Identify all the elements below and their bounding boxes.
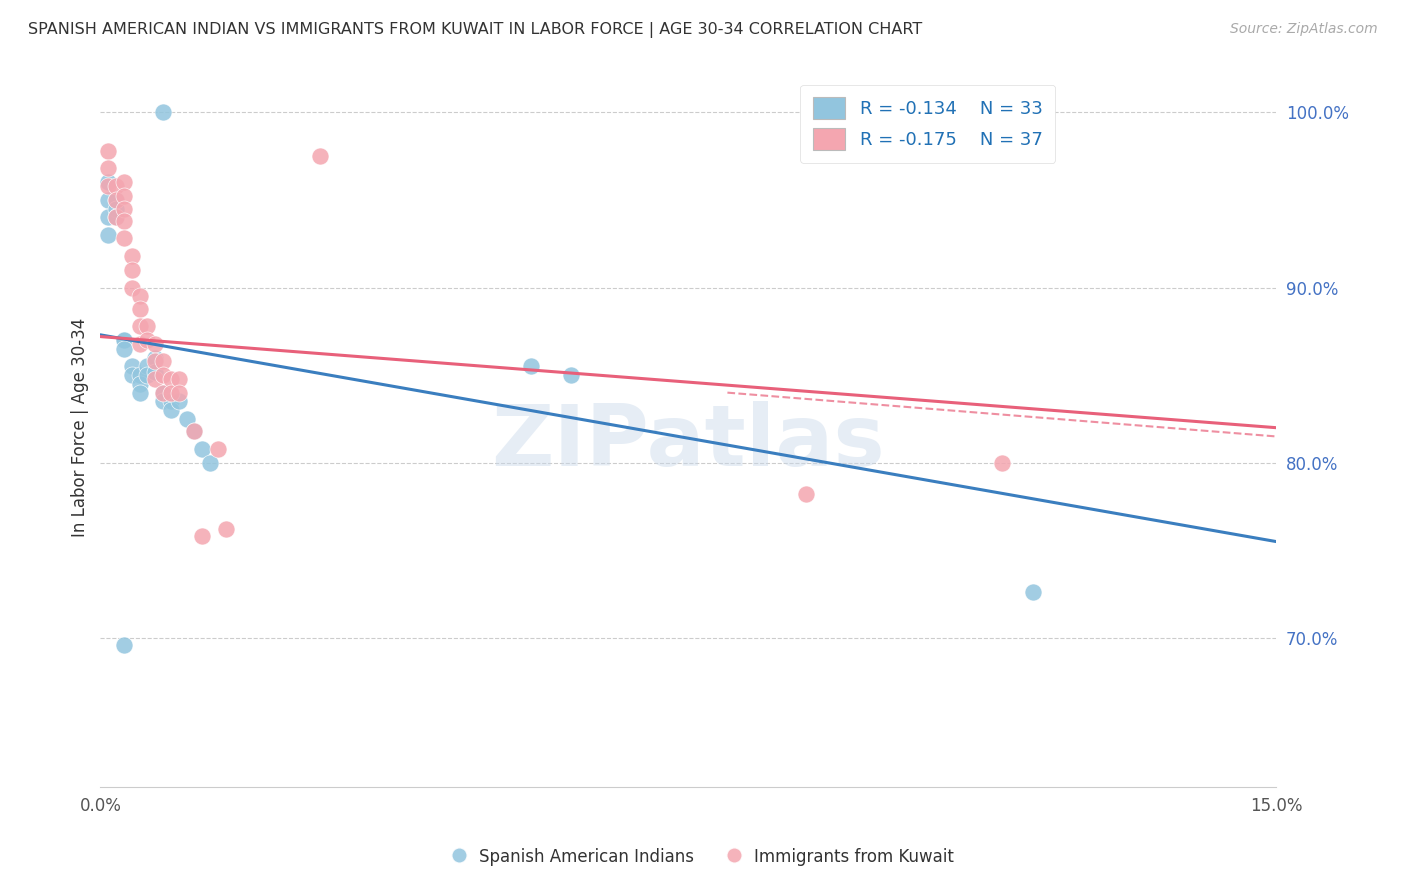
Legend: R = -0.134    N = 33, R = -0.175    N = 37: R = -0.134 N = 33, R = -0.175 N = 37 bbox=[800, 85, 1056, 163]
Point bbox=[105, 193, 128, 207]
Point bbox=[143, 354, 166, 368]
Point bbox=[152, 354, 174, 368]
Point bbox=[112, 342, 135, 356]
Point bbox=[1022, 585, 1045, 599]
Point bbox=[207, 442, 229, 456]
Point bbox=[97, 227, 120, 242]
Point bbox=[520, 359, 543, 374]
Point bbox=[167, 394, 190, 409]
Point bbox=[128, 319, 150, 334]
Point bbox=[128, 368, 150, 383]
Point bbox=[112, 638, 135, 652]
Point bbox=[143, 336, 166, 351]
Point bbox=[121, 359, 143, 374]
Point bbox=[183, 424, 205, 438]
Point bbox=[136, 368, 159, 383]
Point bbox=[152, 385, 174, 400]
Point bbox=[97, 175, 120, 189]
Point bbox=[105, 202, 128, 216]
Point bbox=[112, 202, 135, 216]
Point bbox=[183, 424, 205, 438]
Point bbox=[105, 211, 128, 225]
Point bbox=[143, 365, 166, 379]
Point bbox=[112, 189, 135, 203]
Point bbox=[97, 211, 120, 225]
Point bbox=[112, 231, 135, 245]
Point bbox=[308, 149, 330, 163]
Point bbox=[191, 529, 214, 543]
Text: ZIPatlas: ZIPatlas bbox=[491, 401, 886, 483]
Point bbox=[167, 371, 190, 385]
Text: Source: ZipAtlas.com: Source: ZipAtlas.com bbox=[1230, 22, 1378, 37]
Point bbox=[97, 178, 120, 193]
Point bbox=[160, 385, 183, 400]
Point bbox=[97, 193, 120, 207]
Point bbox=[990, 456, 1012, 470]
Point bbox=[128, 301, 150, 316]
Point bbox=[112, 214, 135, 228]
Point bbox=[136, 319, 159, 334]
Point bbox=[121, 280, 143, 294]
Point bbox=[97, 161, 120, 176]
Point bbox=[794, 487, 817, 501]
Point bbox=[112, 333, 135, 347]
Point bbox=[97, 144, 120, 158]
Point bbox=[105, 178, 128, 193]
Point bbox=[167, 385, 190, 400]
Point bbox=[176, 412, 198, 426]
Point bbox=[560, 368, 582, 383]
Point bbox=[143, 351, 166, 365]
Point bbox=[121, 249, 143, 263]
Point bbox=[160, 371, 183, 385]
Point bbox=[128, 376, 150, 391]
Point bbox=[112, 175, 135, 189]
Point bbox=[136, 359, 159, 374]
Point bbox=[112, 333, 135, 347]
Point bbox=[136, 333, 159, 347]
Point bbox=[191, 442, 214, 456]
Point bbox=[160, 403, 183, 417]
Point bbox=[121, 263, 143, 277]
Point bbox=[152, 394, 174, 409]
Y-axis label: In Labor Force | Age 30-34: In Labor Force | Age 30-34 bbox=[72, 318, 89, 537]
Point bbox=[215, 522, 238, 536]
Point bbox=[152, 385, 174, 400]
Point bbox=[152, 105, 174, 120]
Point bbox=[143, 371, 166, 385]
Point bbox=[152, 368, 174, 383]
Point bbox=[128, 336, 150, 351]
Point bbox=[105, 193, 128, 207]
Text: SPANISH AMERICAN INDIAN VS IMMIGRANTS FROM KUWAIT IN LABOR FORCE | AGE 30-34 COR: SPANISH AMERICAN INDIAN VS IMMIGRANTS FR… bbox=[28, 22, 922, 38]
Point bbox=[198, 456, 221, 470]
Point bbox=[128, 385, 150, 400]
Legend: Spanish American Indians, Immigrants from Kuwait: Spanish American Indians, Immigrants fro… bbox=[444, 840, 962, 875]
Point bbox=[160, 394, 183, 409]
Point bbox=[128, 289, 150, 303]
Point bbox=[121, 368, 143, 383]
Point bbox=[105, 211, 128, 225]
